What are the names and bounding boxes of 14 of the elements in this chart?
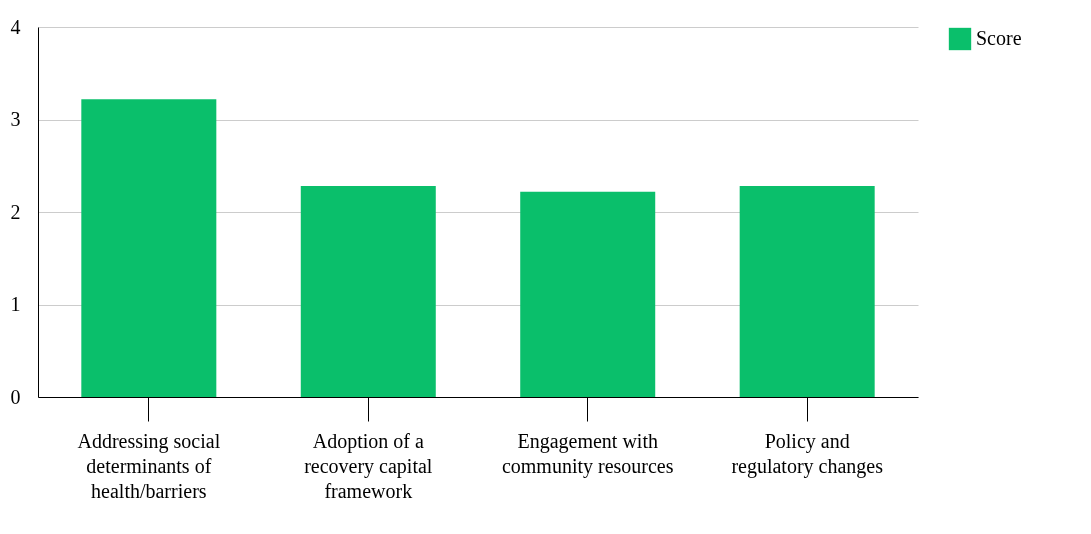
y-tick-label: 3 (10, 108, 21, 130)
bar (81, 99, 217, 397)
x-tick-label: Engagement with community resources (501, 429, 674, 478)
y-tick-label: 4 (10, 15, 21, 38)
bar (520, 191, 656, 397)
bar (300, 186, 436, 397)
y-tick-label: 2 (10, 200, 21, 223)
y-tick-label: 1 (10, 293, 21, 315)
y-tick-label: 0 (10, 385, 21, 408)
legend-label: Score (976, 27, 1022, 49)
x-tick-label: Adoption of a recovery capital framework (304, 429, 433, 502)
x-tick-label: Addressing social determinants of health/barriers (77, 429, 221, 502)
bar (739, 186, 875, 397)
x-tick-label: Policy and regulatory changes (731, 429, 884, 478)
